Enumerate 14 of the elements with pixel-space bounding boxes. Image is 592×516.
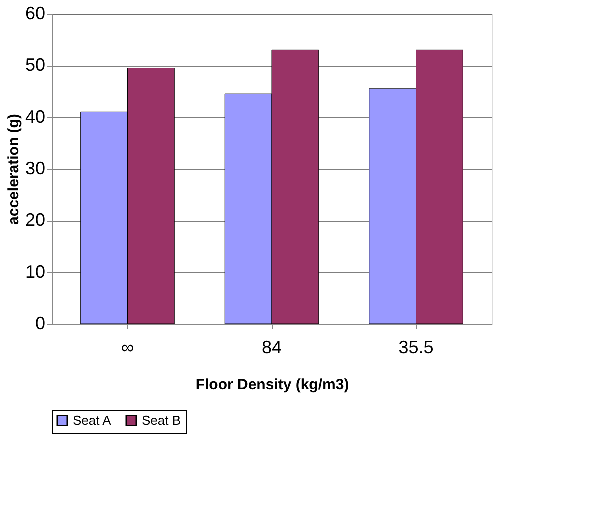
x-tick-label: 84 (262, 338, 282, 358)
legend-label: Seat B (142, 412, 182, 428)
y-tick-label: 50 (25, 55, 46, 76)
x-axis-title: Floor Density (kg/m3) (196, 376, 350, 394)
y-tick-label: 60 (25, 4, 46, 24)
y-tick-label: 10 (25, 262, 46, 282)
x-tick-label: 35.5 (398, 338, 434, 358)
y-axis-title: acceleration (g) (5, 114, 22, 225)
legend-label: Seat A (73, 412, 112, 428)
y-tick-label: 40 (25, 106, 46, 127)
y-tick-label: 20 (25, 210, 46, 230)
x-tick-label: ∞ (121, 338, 134, 358)
y-tick-label: 0 (35, 314, 46, 334)
y-tick-label: 30 (25, 158, 46, 178)
